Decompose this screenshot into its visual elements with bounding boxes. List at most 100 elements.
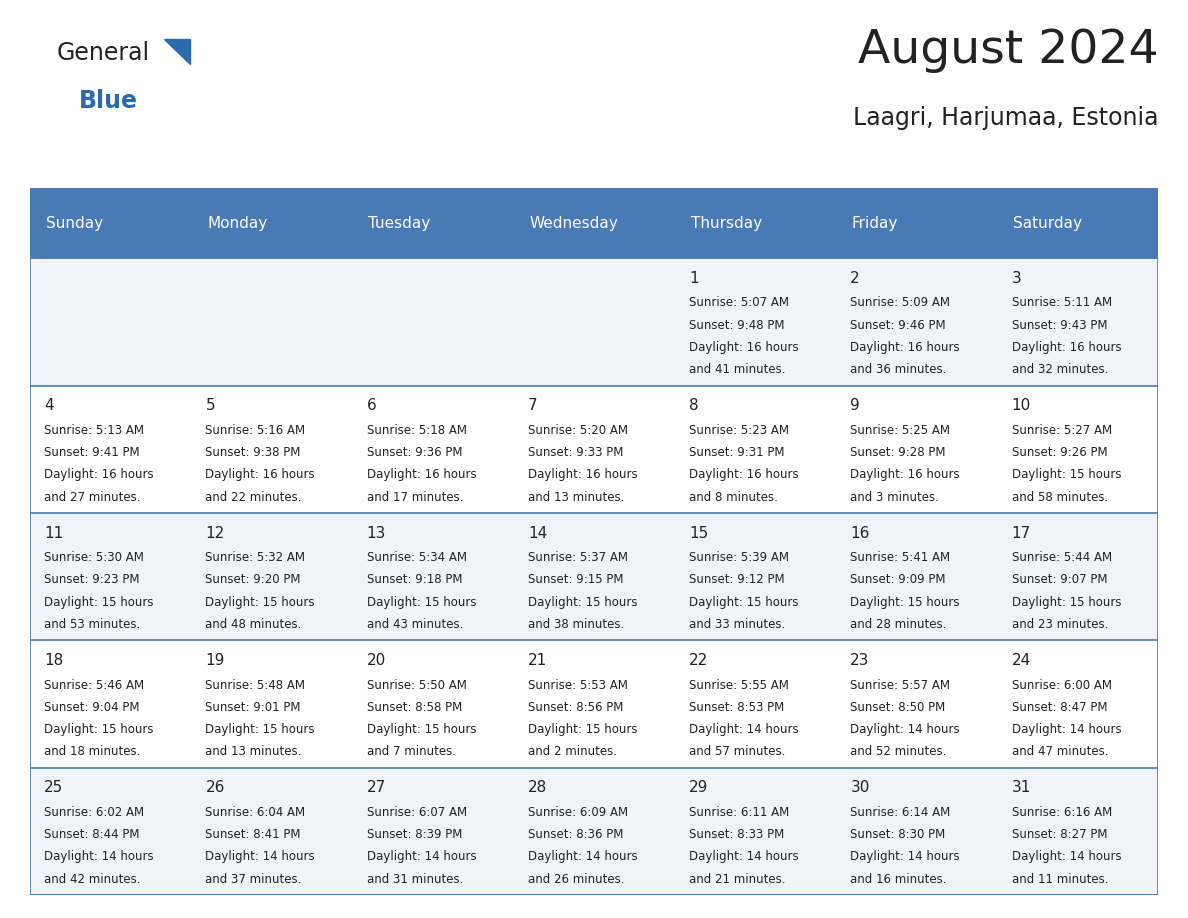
Text: Sunset: 9:33 PM: Sunset: 9:33 PM	[527, 446, 624, 459]
Text: and 36 minutes.: and 36 minutes.	[851, 364, 947, 376]
Text: and 22 minutes.: and 22 minutes.	[206, 491, 302, 504]
Text: Sunset: 9:43 PM: Sunset: 9:43 PM	[1011, 319, 1107, 331]
Text: and 48 minutes.: and 48 minutes.	[206, 618, 302, 631]
Text: 23: 23	[851, 653, 870, 668]
Text: Daylight: 14 hours: Daylight: 14 hours	[367, 850, 476, 864]
Text: 8: 8	[689, 398, 699, 413]
Text: Sunset: 9:18 PM: Sunset: 9:18 PM	[367, 574, 462, 587]
Text: and 37 minutes.: and 37 minutes.	[206, 873, 302, 886]
Text: 28: 28	[527, 780, 548, 795]
Text: and 33 minutes.: and 33 minutes.	[689, 618, 785, 631]
Bar	[836, 513, 997, 641]
Text: Sunrise: 5:32 AM: Sunrise: 5:32 AM	[206, 551, 305, 565]
Text: Sunrise: 6:07 AM: Sunrise: 6:07 AM	[367, 806, 467, 819]
Bar	[836, 386, 997, 513]
Bar	[513, 386, 675, 513]
Text: 30: 30	[851, 780, 870, 795]
Text: and 7 minutes.: and 7 minutes.	[367, 745, 456, 758]
Text: and 26 minutes.: and 26 minutes.	[527, 873, 625, 886]
Bar	[675, 513, 836, 641]
Bar	[997, 641, 1158, 767]
Text: Sunrise: 5:25 AM: Sunrise: 5:25 AM	[851, 424, 950, 437]
Text: Sunset: 8:47 PM: Sunset: 8:47 PM	[1011, 700, 1107, 714]
Text: Daylight: 16 hours: Daylight: 16 hours	[689, 341, 798, 354]
Text: 10: 10	[1011, 398, 1031, 413]
Text: Sunset: 8:30 PM: Sunset: 8:30 PM	[851, 828, 946, 841]
Text: Sunrise: 5:09 AM: Sunrise: 5:09 AM	[851, 297, 950, 309]
Bar	[836, 641, 997, 767]
Text: and 13 minutes.: and 13 minutes.	[527, 491, 624, 504]
Text: and 27 minutes.: and 27 minutes.	[44, 491, 140, 504]
Text: August 2024: August 2024	[858, 28, 1158, 73]
Bar	[513, 188, 675, 258]
Text: 9: 9	[851, 398, 860, 413]
Text: Sunrise: 5:34 AM: Sunrise: 5:34 AM	[367, 551, 467, 565]
Text: and 28 minutes.: and 28 minutes.	[851, 618, 947, 631]
Text: Sunrise: 5:39 AM: Sunrise: 5:39 AM	[689, 551, 789, 565]
Text: Laagri, Harjumaa, Estonia: Laagri, Harjumaa, Estonia	[853, 106, 1158, 129]
Text: and 17 minutes.: and 17 minutes.	[367, 491, 463, 504]
Text: and 2 minutes.: and 2 minutes.	[527, 745, 617, 758]
Text: Sunrise: 5:11 AM: Sunrise: 5:11 AM	[1011, 297, 1112, 309]
Text: Daylight: 15 hours: Daylight: 15 hours	[1011, 596, 1121, 609]
Text: Sunrise: 5:50 AM: Sunrise: 5:50 AM	[367, 678, 467, 691]
Text: Sunset: 9:28 PM: Sunset: 9:28 PM	[851, 446, 946, 459]
Text: Sunrise: 5:55 AM: Sunrise: 5:55 AM	[689, 678, 789, 691]
Bar	[191, 386, 352, 513]
Bar	[675, 641, 836, 767]
Bar	[30, 258, 191, 386]
Text: Blue: Blue	[78, 89, 138, 113]
Bar	[836, 188, 997, 258]
Bar	[352, 513, 513, 641]
Text: Daylight: 14 hours: Daylight: 14 hours	[206, 850, 315, 864]
Bar	[513, 513, 675, 641]
Text: Daylight: 16 hours: Daylight: 16 hours	[851, 341, 960, 354]
Text: 17: 17	[1011, 526, 1031, 541]
Text: Daylight: 15 hours: Daylight: 15 hours	[44, 723, 153, 736]
Text: Daylight: 15 hours: Daylight: 15 hours	[527, 596, 638, 609]
Text: Sunset: 8:33 PM: Sunset: 8:33 PM	[689, 828, 784, 841]
Bar	[675, 258, 836, 386]
Text: and 11 minutes.: and 11 minutes.	[1011, 873, 1108, 886]
Text: 29: 29	[689, 780, 708, 795]
Text: 31: 31	[1011, 780, 1031, 795]
Text: Sunrise: 5:18 AM: Sunrise: 5:18 AM	[367, 424, 467, 437]
Text: Sunrise: 5:44 AM: Sunrise: 5:44 AM	[1011, 551, 1112, 565]
Text: 24: 24	[1011, 653, 1031, 668]
Text: Sunset: 9:31 PM: Sunset: 9:31 PM	[689, 446, 784, 459]
Bar	[352, 386, 513, 513]
Text: 3: 3	[1011, 271, 1022, 286]
Bar	[513, 767, 675, 895]
Text: 5: 5	[206, 398, 215, 413]
Text: Sunset: 9:41 PM: Sunset: 9:41 PM	[44, 446, 140, 459]
Text: Sunrise: 5:57 AM: Sunrise: 5:57 AM	[851, 678, 950, 691]
Text: Daylight: 15 hours: Daylight: 15 hours	[851, 596, 960, 609]
Text: Sunset: 9:38 PM: Sunset: 9:38 PM	[206, 446, 301, 459]
Text: Sunset: 8:53 PM: Sunset: 8:53 PM	[689, 700, 784, 714]
Text: 14: 14	[527, 526, 548, 541]
Text: Sunrise: 5:13 AM: Sunrise: 5:13 AM	[44, 424, 144, 437]
Text: Sunset: 9:09 PM: Sunset: 9:09 PM	[851, 574, 946, 587]
Bar	[30, 386, 191, 513]
Text: Daylight: 15 hours: Daylight: 15 hours	[689, 596, 798, 609]
Text: Daylight: 15 hours: Daylight: 15 hours	[1011, 468, 1121, 481]
Text: and 23 minutes.: and 23 minutes.	[1011, 618, 1108, 631]
Bar	[675, 386, 836, 513]
Bar	[352, 258, 513, 386]
Text: 13: 13	[367, 526, 386, 541]
Text: Sunset: 9:01 PM: Sunset: 9:01 PM	[206, 700, 301, 714]
Text: Sunset: 9:23 PM: Sunset: 9:23 PM	[44, 574, 140, 587]
Bar	[997, 767, 1158, 895]
Bar	[352, 188, 513, 258]
Text: Sunrise: 5:37 AM: Sunrise: 5:37 AM	[527, 551, 628, 565]
Text: Sunrise: 5:41 AM: Sunrise: 5:41 AM	[851, 551, 950, 565]
Text: Daylight: 16 hours: Daylight: 16 hours	[851, 468, 960, 481]
Text: General: General	[57, 41, 150, 65]
Text: Sunset: 8:56 PM: Sunset: 8:56 PM	[527, 700, 624, 714]
Text: Daylight: 16 hours: Daylight: 16 hours	[1011, 341, 1121, 354]
Text: 12: 12	[206, 526, 225, 541]
Bar	[513, 641, 675, 767]
Text: and 38 minutes.: and 38 minutes.	[527, 618, 624, 631]
Text: Daylight: 14 hours: Daylight: 14 hours	[1011, 723, 1121, 736]
Bar	[997, 386, 1158, 513]
